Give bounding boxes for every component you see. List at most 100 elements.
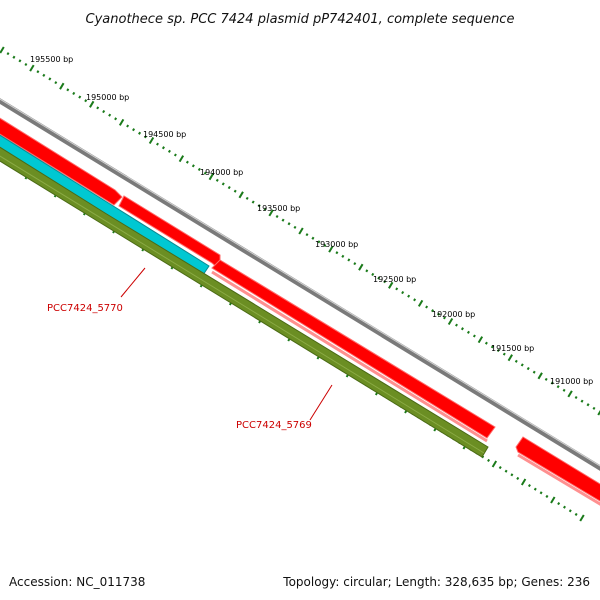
minor-tick (377, 276, 381, 280)
minor-tick (586, 403, 590, 407)
minor-tick (114, 117, 118, 121)
minor-tick (510, 473, 514, 477)
minor-tick (347, 258, 351, 262)
major-tick (178, 155, 185, 163)
minor-tick (574, 395, 578, 400)
major-tick (477, 336, 484, 344)
minor-tick (293, 225, 297, 229)
minor-tick (203, 171, 207, 175)
minor-tick (66, 88, 70, 92)
minor-tick (431, 309, 435, 313)
minor-tick (498, 466, 502, 470)
major-tick (29, 64, 35, 72)
major-tick (579, 514, 585, 522)
minor-tick (460, 327, 464, 331)
minor-tick (263, 207, 267, 211)
gene-feature-olive[interactable] (0, 141, 489, 458)
backbone (0, 98, 600, 471)
major-tick (238, 191, 244, 199)
minor-tick (323, 243, 327, 248)
minor-tick (317, 240, 321, 244)
tick-labels: 195500 bp 195000 bp 194500 bp 194000 bp … (30, 55, 593, 386)
major-tick (118, 118, 125, 126)
minor-tick (516, 476, 520, 480)
cds-feature[interactable] (211, 259, 496, 439)
minor-tick (371, 272, 375, 277)
minor-tick (365, 269, 369, 273)
major-tick (550, 496, 556, 504)
minor-tick (527, 484, 531, 488)
minor-tick (556, 385, 560, 389)
minor-tick (257, 204, 261, 208)
minor-tick (407, 294, 411, 298)
tick-label: 194500 bp (143, 130, 186, 139)
tick-label: 194000 bp (200, 168, 243, 177)
minor-tick (173, 153, 177, 157)
minor-tick (54, 81, 58, 85)
minor-tick (108, 113, 112, 117)
minor-tick (287, 222, 291, 226)
minor-tick (574, 512, 578, 516)
minor-tick (580, 399, 584, 403)
minor-tick (36, 70, 40, 74)
minor-tick (48, 77, 52, 81)
minor-tick (341, 254, 345, 258)
minor-tick (335, 251, 339, 255)
minor-tick (413, 298, 417, 302)
minor-tick (156, 142, 159, 146)
major-tick (537, 372, 543, 380)
minor-tick (455, 323, 458, 327)
minor-tick (126, 124, 130, 128)
minor-tick (102, 109, 106, 114)
minor-tick (533, 487, 537, 491)
minor-tick (496, 348, 500, 353)
leader-line (309, 384, 333, 421)
minor-tick (562, 388, 566, 392)
minor-tick (251, 200, 255, 204)
tick-label: 192500 bp (373, 275, 416, 284)
minor-tick (221, 182, 225, 186)
minor-tick (504, 469, 508, 473)
major-tick (447, 317, 454, 326)
gene-label[interactable]: PCC7424_5769 (236, 420, 312, 431)
major-tick (567, 390, 573, 398)
minor-tick (132, 128, 136, 132)
minor-tick (425, 305, 429, 309)
major-tick (298, 227, 304, 235)
major-tick (208, 173, 214, 181)
gene-label-group: PCC7424_5770 PCC7424_5769 (47, 267, 333, 431)
major-tick (358, 263, 364, 271)
tick-label: 192000 bp (432, 310, 475, 319)
minor-tick (484, 341, 488, 345)
major-tick (597, 410, 600, 416)
minor-tick (592, 406, 596, 410)
minor-tick (197, 167, 201, 172)
minor-tick (138, 131, 142, 135)
minor-tick (161, 146, 165, 150)
minor-tick (532, 370, 536, 374)
minor-tick (78, 95, 82, 99)
minor-tick (544, 377, 548, 381)
major-tick (59, 82, 65, 90)
minor-tick (72, 91, 76, 96)
minor-tick (437, 312, 441, 316)
cds-feature[interactable] (515, 436, 600, 507)
minor-tick (281, 218, 285, 222)
major-tick (328, 245, 334, 253)
minor-tick (144, 135, 147, 139)
cds-feature[interactable] (0, 112, 123, 206)
gene-label[interactable]: PCC7424_5770 (47, 303, 123, 314)
minor-tick (84, 99, 88, 103)
minor-tick (353, 262, 357, 266)
major-tick (0, 46, 5, 54)
minor-tick (514, 359, 518, 363)
minor-tick (395, 287, 399, 291)
major-tick (388, 281, 394, 289)
major-tick (520, 478, 527, 486)
minor-tick (275, 214, 279, 219)
major-tick (89, 100, 95, 108)
tick-label: 195000 bp (86, 93, 129, 102)
minor-tick (539, 491, 543, 495)
minor-tick (443, 316, 446, 320)
